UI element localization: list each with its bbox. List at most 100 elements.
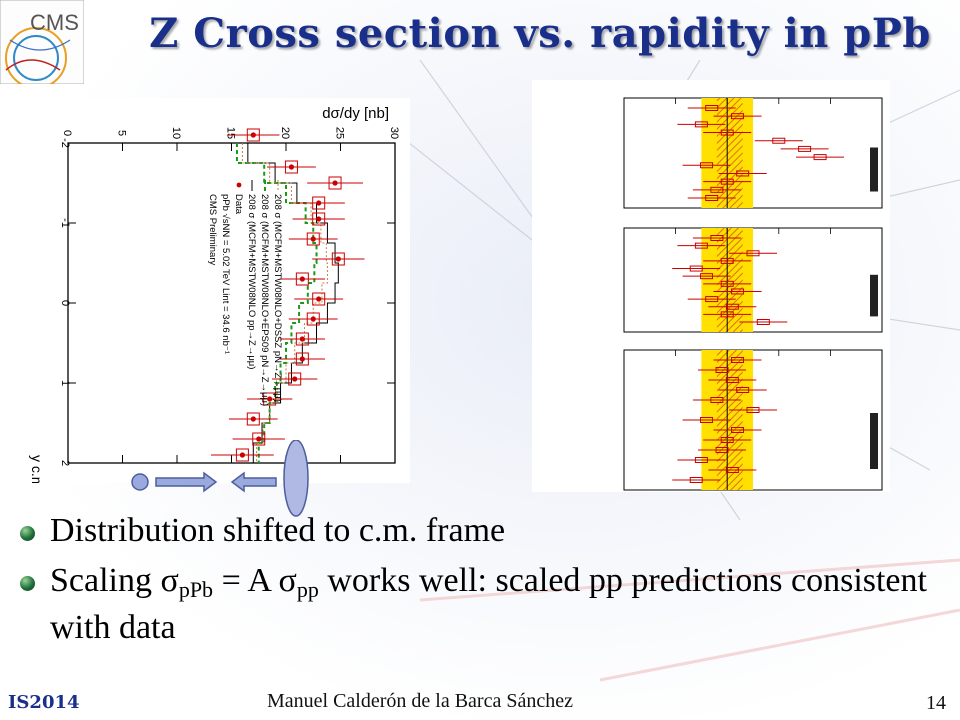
logo-text: CMS xyxy=(30,10,79,35)
legend-marker-data xyxy=(236,182,242,188)
bullet-2-mid: = A xyxy=(213,562,279,599)
data-point xyxy=(332,180,338,186)
bullet-dot-icon xyxy=(20,576,35,591)
ratio-syst-box xyxy=(731,113,745,120)
data-point xyxy=(250,416,256,422)
data-point xyxy=(292,376,298,382)
ratio-label-block xyxy=(870,274,878,317)
ratio-syst-box xyxy=(710,186,724,193)
y-tick-label: 30 xyxy=(388,127,400,139)
x-tick-label: -2 xyxy=(59,138,71,148)
ratio-syst-box xyxy=(731,357,745,363)
data-point xyxy=(310,236,316,242)
y-tick-label: 15 xyxy=(225,127,237,139)
x-tick-label: 1 xyxy=(59,380,71,386)
data-point xyxy=(316,216,322,222)
legend-entry: 208 σ (MCFM+MSTW08NLO+DSSZ pN→Z→μμ) xyxy=(272,194,283,402)
ratio-syst-box xyxy=(720,257,734,264)
ratio-label-block xyxy=(870,147,878,192)
sigma-subscript-ppb: pPb xyxy=(178,577,214,602)
data-point xyxy=(288,164,295,170)
nucleus-ellipse xyxy=(283,440,309,517)
slide-title: Z Cross section vs. rapidity in pPb xyxy=(149,10,931,57)
data-syst-box xyxy=(252,432,266,446)
y-tick-label: 25 xyxy=(334,127,346,139)
ratio-syst-box xyxy=(705,195,719,201)
data-point xyxy=(267,396,273,402)
ratio-syst-box xyxy=(720,280,734,287)
ratio-syst-box xyxy=(725,377,739,383)
plot-legend: CMS Preliminary pPb √sNN = 5.02 TeV Lint … xyxy=(207,180,283,406)
y-tick-label: 5 xyxy=(116,130,128,136)
bullet-dot-icon xyxy=(20,526,35,541)
ratio-syst-box xyxy=(720,129,734,136)
page-number: 14 xyxy=(926,692,946,714)
bullet-1-text: Distribution shifted to c.m. frame xyxy=(50,512,506,549)
bullet-1: Distribution shifted to c.m. frame xyxy=(20,512,950,550)
ratio-syst-box xyxy=(700,417,714,423)
ratio-label-block xyxy=(870,413,878,469)
ratio-panels xyxy=(532,80,890,492)
data-point xyxy=(316,200,322,206)
right-arrow-icon xyxy=(155,471,218,493)
ratio-syst-box xyxy=(772,137,786,144)
y-axis-label: dσ/dy [nb] xyxy=(322,105,389,122)
data-syst-box xyxy=(284,160,298,174)
ratio-syst-box xyxy=(705,105,719,111)
data-syst-box xyxy=(288,372,302,386)
ratio-syst-box xyxy=(694,121,708,128)
author-name: Manuel Calderón de la Barca Sánchez xyxy=(0,690,960,713)
ratio-syst-box xyxy=(725,303,739,310)
bullet-2-before: Scaling xyxy=(50,562,161,599)
ratio-syst-box xyxy=(694,457,708,463)
y-tick-label: 10 xyxy=(170,127,182,139)
sigma-symbol: σ xyxy=(278,562,297,599)
data-syst-box xyxy=(306,232,320,246)
ratio-syst-box xyxy=(715,447,729,453)
legend-entry: 208 σ (MCFM+MSTW08NLO pp→Z→μμ) xyxy=(246,194,257,369)
data-syst-box xyxy=(263,392,277,406)
cms-logo: CMS xyxy=(0,0,84,84)
data-syst-box xyxy=(306,312,320,326)
frame-shift-diagram xyxy=(131,440,309,517)
ratio-syst-box xyxy=(813,154,827,161)
conference-label: IS2014 xyxy=(8,692,80,713)
ratio-syst-box xyxy=(700,162,714,169)
ratio-syst-box xyxy=(700,273,714,280)
data-syst-box xyxy=(295,352,309,366)
legend-entry: pPb √sNN = 5.02 TeV Lint = 34.6 nb⁻¹ xyxy=(220,194,231,354)
plot-background xyxy=(10,98,410,483)
legend-entry: CMS Preliminary xyxy=(207,194,218,266)
data-syst-box xyxy=(331,252,345,266)
left-arrow-icon xyxy=(230,471,277,493)
rapidity-plot: 0 5 10 15 20 25 30 -2 -1 0 1 2 dσ/dy [nb] y c.m. CMS P… xyxy=(10,98,410,483)
data-syst-box xyxy=(246,412,260,426)
nucleon-circle xyxy=(131,473,149,491)
data-point xyxy=(239,452,245,458)
data-syst-box xyxy=(295,272,309,286)
ratio-syst-box xyxy=(689,477,703,483)
ratio-syst-box xyxy=(720,311,734,318)
ratio-syst-box xyxy=(720,178,734,185)
legend-entry: Data xyxy=(233,194,244,215)
ratio-syst-box xyxy=(710,235,724,241)
ratio-syst-box xyxy=(736,170,750,177)
ratio-syst-box xyxy=(689,265,703,272)
data-syst-box xyxy=(312,292,326,306)
ratio-syst-box xyxy=(715,367,729,373)
data-point xyxy=(299,356,305,362)
data-syst-box xyxy=(235,448,249,462)
ratio-syst-box xyxy=(731,427,745,433)
data-point xyxy=(310,316,316,322)
data-syst-box xyxy=(246,128,260,142)
data-syst-box xyxy=(328,176,342,190)
ratio-hatch xyxy=(716,98,743,208)
x-tick-label: -1 xyxy=(59,218,71,228)
ratio-syst-box xyxy=(720,437,734,443)
data-syst-box xyxy=(312,196,326,210)
ratio-syst-box xyxy=(725,467,739,473)
ratio-syst-box xyxy=(705,296,719,303)
data-point xyxy=(299,276,305,282)
ratio-syst-box xyxy=(746,250,760,257)
